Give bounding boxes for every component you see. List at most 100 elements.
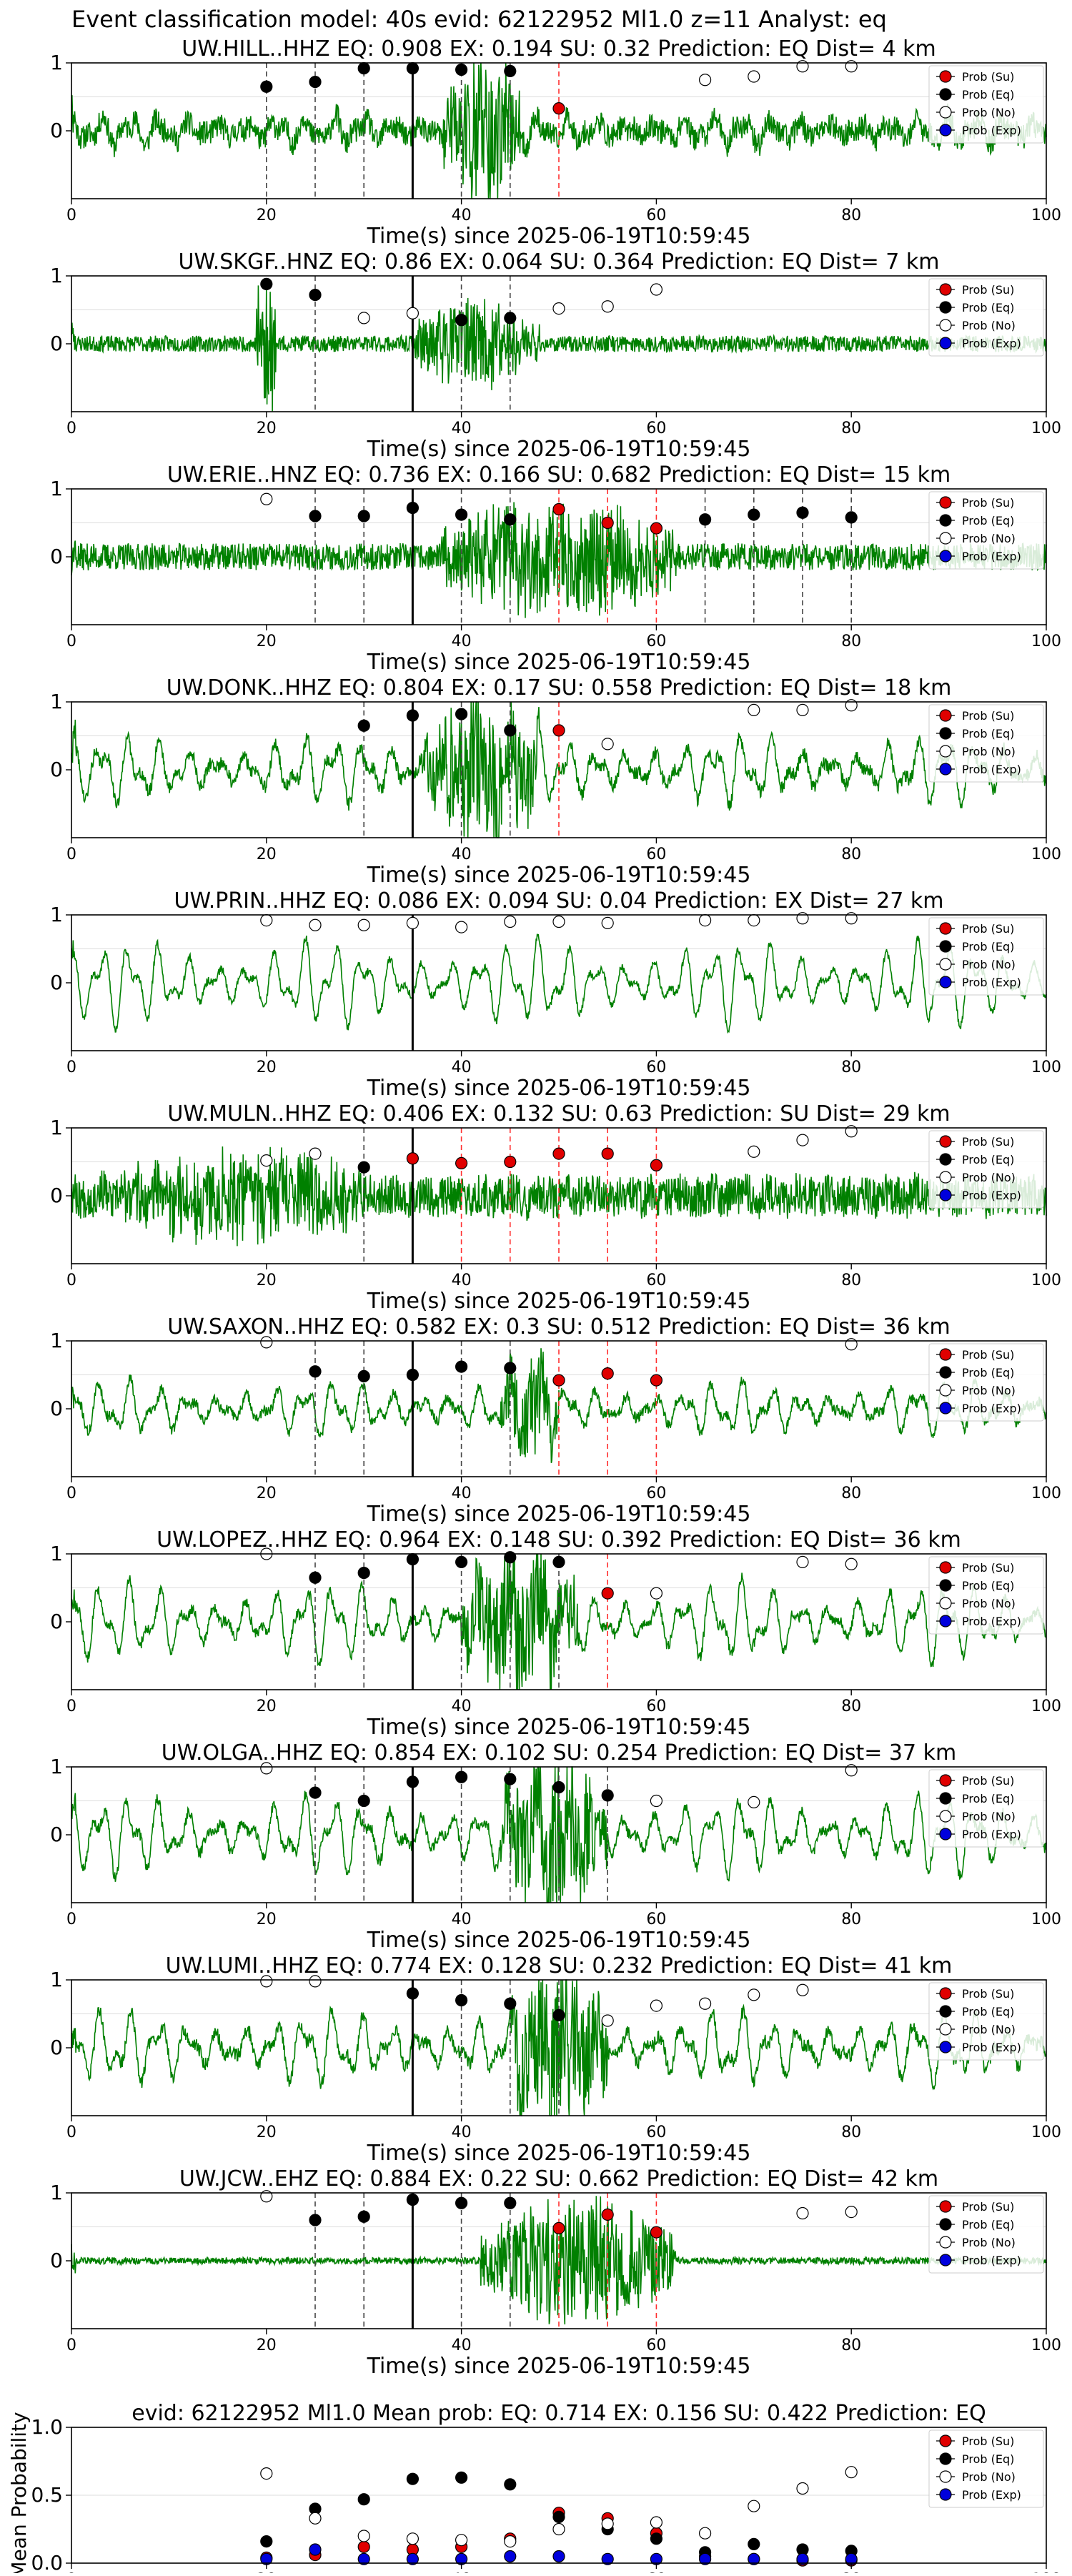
station-panel-2: UW.SKGF..HNZ EQ: 0.86 EX: 0.064 SU: 0.36…	[50, 249, 1061, 462]
point-probno	[796, 2482, 809, 2495]
legend-box	[928, 917, 1044, 996]
legend-label: Prob (Su)	[962, 2200, 1014, 2214]
point-probeq	[357, 1369, 370, 1383]
point-probeq	[504, 1773, 517, 1785]
legend-marker	[939, 2023, 952, 2036]
point-probno	[260, 492, 273, 505]
panel-title: UW.OLGA..HHZ EQ: 0.854 EX: 0.102 SU: 0.2…	[162, 1740, 956, 1765]
legend-label: Prob (Su)	[962, 1774, 1014, 1788]
point-probno	[504, 915, 517, 928]
point-probeq	[260, 80, 273, 93]
legend-marker	[939, 922, 952, 935]
legend-label: Prob (Su)	[962, 70, 1014, 84]
x-tick-label: 60	[646, 1911, 666, 1928]
y-tick-label: 0	[50, 1184, 63, 1207]
point-probexp	[698, 2552, 712, 2565]
point-probeq	[406, 1553, 420, 1566]
legend-box	[928, 1556, 1044, 1635]
legend-marker	[939, 1366, 952, 1379]
x-tick-label: 80	[841, 1698, 861, 1715]
x-tick-label: 100	[1031, 633, 1061, 650]
x-tick-label: 0	[66, 1059, 76, 1076]
point-probno	[748, 703, 760, 717]
point-probeq	[406, 2193, 420, 2206]
point-probexp	[357, 2552, 370, 2565]
legend-label: Prob (Exp)	[962, 1615, 1021, 1628]
point-probeq	[455, 2196, 468, 2209]
x-tick-label: 0	[66, 1911, 76, 1928]
point-probno	[260, 1154, 273, 1167]
point-probno	[796, 703, 809, 717]
x-axis-label: Time(s) since 2025-06-19T10:59:45	[367, 224, 751, 249]
station-panel-11: UW.JCW..EHZ EQ: 0.884 EX: 0.22 SU: 0.662…	[50, 2166, 1061, 2379]
legend-marker	[939, 1579, 952, 1592]
station-panel-10: UW.LUMI..HHZ EQ: 0.774 EX: 0.128 SU: 0.2…	[50, 1953, 1061, 2166]
x-tick-label: 40	[452, 1059, 472, 1076]
y-tick-label: 1	[50, 51, 63, 74]
x-tick-label: 100	[1031, 207, 1061, 224]
legend-box	[928, 704, 1044, 783]
point-probeq	[309, 289, 322, 302]
x-axis-label: Time(s) since 2025-06-19T10:59:45	[367, 1928, 751, 1953]
point-probeq	[455, 2471, 468, 2484]
point-probno	[309, 1147, 322, 1160]
y-tick-label: 0	[50, 2036, 63, 2059]
point-probno	[796, 60, 809, 73]
point-probeq	[504, 513, 517, 526]
legend-marker	[939, 2470, 952, 2483]
x-tick-label: 0	[66, 2337, 76, 2354]
point-probsu	[504, 1155, 517, 1169]
x-tick-label: 0	[66, 633, 76, 650]
point-probno	[406, 916, 420, 930]
legend-marker	[939, 958, 952, 971]
legend-marker	[939, 763, 952, 776]
legend: Prob (Su) Prob (Eq) Prob (No) Prob (Exp)	[928, 2429, 1044, 2508]
legend-marker	[939, 319, 952, 332]
legend-label: Prob (Eq)	[962, 727, 1014, 740]
point-probeq	[455, 1770, 468, 1783]
legend-marker	[939, 88, 952, 101]
legend-label: Prob (No)	[962, 1384, 1016, 1397]
point-probeq	[504, 312, 517, 325]
x-tick-label: 80	[841, 1272, 861, 1289]
point-probno	[552, 2522, 565, 2536]
x-tick-label: 40	[452, 633, 472, 650]
x-tick-label: 80	[841, 1485, 861, 1502]
legend-label: Prob (Eq)	[962, 2218, 1014, 2231]
legend: Prob (Su) Prob (Eq) Prob (No) Prob (Exp)	[928, 1130, 1044, 1209]
y-tick-label: 1	[50, 477, 63, 500]
legend-label: Prob (No)	[962, 532, 1016, 545]
point-probno	[796, 2206, 809, 2220]
y-tick-label: 1	[50, 1755, 63, 1778]
panel-title: UW.ERIE..HNZ EQ: 0.736 EX: 0.166 SU: 0.6…	[167, 462, 951, 487]
point-probeq	[309, 1365, 322, 1378]
station-panel-9: UW.OLGA..HHZ EQ: 0.854 EX: 0.102 SU: 0.2…	[50, 1740, 1061, 1953]
point-probsu	[552, 102, 565, 115]
legend-marker	[939, 2434, 952, 2447]
point-probno	[748, 1795, 760, 1808]
x-tick-label: 60	[646, 633, 666, 650]
point-probsu	[552, 502, 565, 516]
y-tick-label: 0	[50, 971, 63, 994]
point-probno	[309, 2512, 322, 2525]
point-probeq	[552, 2008, 565, 2021]
x-tick-label: 40	[452, 2124, 472, 2141]
point-probno	[796, 912, 809, 925]
x-tick-label: 100	[1031, 420, 1061, 437]
point-probno	[260, 2467, 273, 2480]
x-axis-label: Time(s) since 2025-06-19T10:59:45	[367, 2141, 751, 2166]
legend-marker	[939, 283, 952, 296]
point-probeq	[357, 510, 370, 522]
point-probsu	[552, 2221, 565, 2234]
legend-marker	[939, 1171, 952, 1184]
point-probeq	[357, 2493, 370, 2506]
legend-label: Prob (Su)	[962, 496, 1014, 510]
point-probno	[260, 913, 273, 927]
point-probeq	[406, 2472, 420, 2485]
point-probsu	[357, 2540, 370, 2553]
point-probexp	[796, 2552, 809, 2565]
x-tick-label: 0	[66, 1272, 76, 1289]
x-tick-label: 20	[257, 207, 277, 224]
x-axis-label: Time(s) since 2025-06-19T10:59:45	[367, 1715, 751, 1740]
x-tick-label: 40	[452, 207, 472, 224]
